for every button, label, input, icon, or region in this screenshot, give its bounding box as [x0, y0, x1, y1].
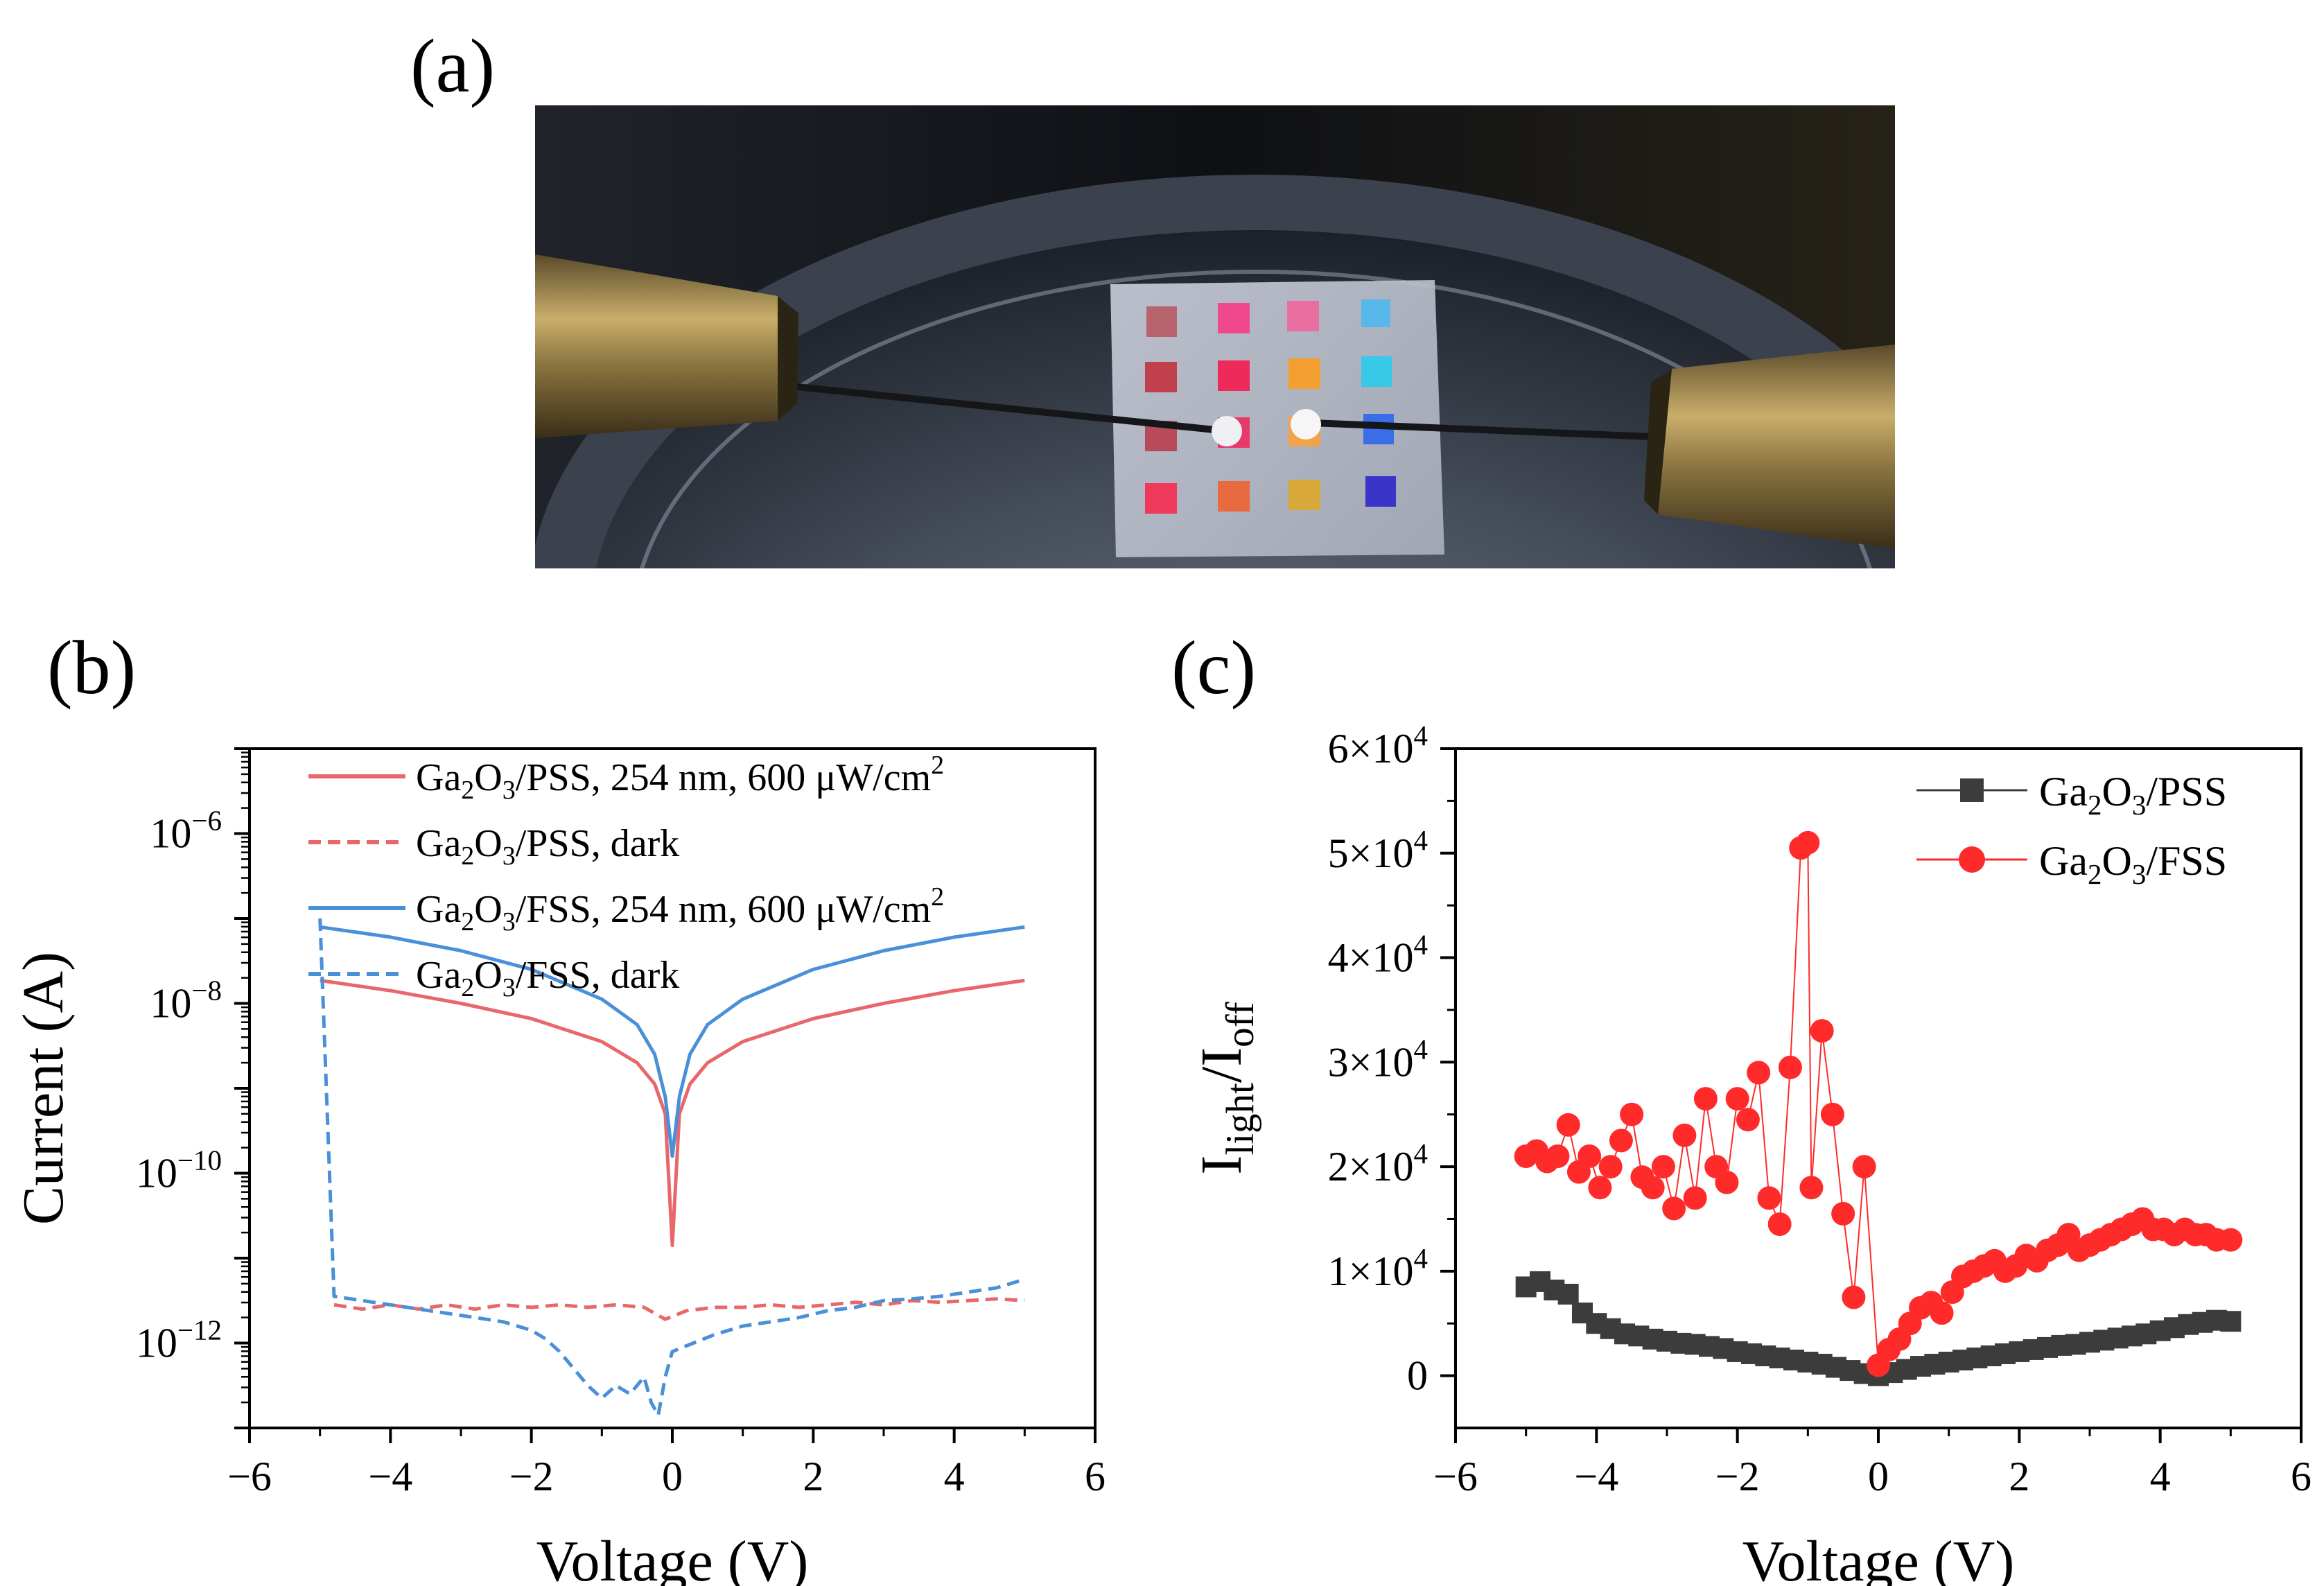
data-point-circle	[1598, 1155, 1623, 1179]
sample-substrate	[1110, 280, 1444, 557]
device-pad	[1361, 299, 1390, 327]
chart-b: −6 −4 −2 0 2 4 6 10−6 10−8 10−10 10−12 Voltage (V) C…	[11, 747, 1106, 1586]
device-pad	[1145, 362, 1177, 392]
legend-marker-circle	[1959, 846, 1985, 873]
data-point-circle	[1831, 1201, 1855, 1226]
series-line-3	[318, 918, 1026, 1418]
data-point-circle	[1662, 1196, 1686, 1221]
data-point-circle	[1767, 1212, 1792, 1236]
device-pad	[1288, 480, 1320, 510]
y-tick-label: 4×104	[1328, 929, 1428, 981]
x-tick-label: 2	[803, 1454, 823, 1499]
device-pad	[1218, 360, 1250, 391]
left-probe-needle	[756, 379, 1229, 435]
data-point-circle	[1736, 1108, 1760, 1132]
device-pad	[1365, 476, 1396, 507]
y-tick-label: 10−6	[150, 805, 222, 857]
legend-entry: Ga2O3/FSS	[2039, 838, 2227, 890]
panel-label-c: (c)	[1171, 625, 1257, 710]
x-tick-label: 6	[2291, 1454, 2312, 1499]
x-tick-label: −4	[1574, 1454, 1618, 1499]
legend-entry: Ga2O3/FSS, 254 nm, 600 μW/cm2	[416, 882, 944, 936]
data-point-square	[1557, 1284, 1579, 1305]
data-point-circle	[1683, 1186, 1707, 1210]
data-point-circle	[1620, 1102, 1644, 1126]
data-point-circle	[1693, 1087, 1718, 1111]
series-line-0	[320, 978, 1025, 1248]
y-tick-label: 10−10	[136, 1144, 222, 1196]
x-tick-label: −6	[1433, 1454, 1478, 1499]
x-tick-label: 2	[2009, 1454, 2029, 1499]
x-tick-label: 4	[2150, 1454, 2171, 1499]
x-tick-label: 0	[662, 1454, 683, 1499]
data-point-circle	[1578, 1144, 1602, 1168]
data-point-circle	[1852, 1155, 1876, 1179]
chart-c: −6 −4 −2 0 2 4 6 0 1×104 2×104 3×104 4×104 5×104 6×10…	[1189, 720, 2312, 1586]
data-point-circle	[1556, 1113, 1580, 1137]
data-point-circle	[1588, 1176, 1612, 1200]
data-point-circle	[1799, 1176, 1824, 1200]
legend-marker-square	[1960, 778, 1984, 802]
legend-entry: Ga2O3/PSS, dark	[416, 822, 679, 871]
device-photo	[535, 105, 1895, 568]
panel-label-a: (a)	[410, 24, 496, 108]
data-point-circle	[1546, 1144, 1570, 1168]
data-point-circle	[2219, 1228, 2243, 1252]
data-point-circle	[1715, 1170, 1739, 1194]
series-line-1	[333, 1297, 1025, 1321]
device-pad	[1287, 301, 1319, 331]
x-tick-label: −6	[227, 1454, 272, 1499]
y-tick-label: 6×104	[1328, 720, 1428, 772]
legend-entry: Ga2O3/FSS, dark	[416, 954, 679, 1002]
x-tick-label: −2	[509, 1454, 554, 1499]
data-point-circle	[1609, 1128, 1633, 1153]
device-pad	[1218, 303, 1250, 333]
data-point-circle	[1641, 1176, 1665, 1200]
panel-label-b: (b)	[47, 625, 137, 710]
data-point-square	[2220, 1311, 2242, 1332]
data-point-circle	[1842, 1285, 1866, 1309]
probe-contact	[1291, 409, 1321, 439]
data-point-circle	[1672, 1123, 1697, 1147]
y-tick-label: 1×104	[1328, 1242, 1428, 1294]
device-pad	[1145, 483, 1177, 514]
data-point-circle	[1757, 1186, 1781, 1210]
x-tick-label: 0	[1868, 1454, 1889, 1499]
left-probe-holder	[535, 254, 798, 438]
device-pad	[1146, 306, 1177, 337]
data-point-circle	[1810, 1019, 1834, 1043]
data-point-circle	[1820, 1102, 1844, 1126]
y-axis-label: Ilight/Ioff	[1189, 1002, 1262, 1174]
data-point-circle	[1930, 1301, 1954, 1325]
x-tick-label: 6	[1085, 1454, 1106, 1499]
device-pad	[1361, 356, 1392, 387]
data-point-circle	[1778, 1055, 1802, 1079]
device-pad	[1218, 481, 1250, 512]
device-pad	[1288, 358, 1320, 389]
y-tick-label: 10−12	[136, 1314, 222, 1366]
right-probe-holder	[1644, 345, 1895, 549]
data-point-circle	[1651, 1155, 1675, 1179]
data-point-circle	[1725, 1087, 1749, 1111]
data-point-circle	[1796, 830, 1820, 855]
y-tick-label: 0	[1407, 1353, 1428, 1399]
x-axis-label: Voltage (V)	[1742, 1529, 2015, 1586]
y-tick-label: 10−8	[150, 975, 222, 1027]
series-line-2	[320, 925, 1025, 1158]
x-axis-label: Voltage (V)	[536, 1529, 809, 1586]
y-axis-label: Current (A)	[11, 952, 76, 1225]
legend-entry: Ga2O3/PSS	[2039, 769, 2227, 821]
data-point-circle	[1747, 1061, 1771, 1085]
right-probe-needle	[1312, 419, 1686, 442]
x-tick-label: 4	[944, 1454, 965, 1499]
y-tick-label: 5×104	[1328, 824, 1428, 876]
probe-contact	[1212, 416, 1242, 446]
y-tick-label: 3×104	[1328, 1033, 1428, 1085]
y-tick-label: 2×104	[1328, 1138, 1428, 1190]
x-tick-label: −4	[368, 1454, 412, 1499]
legend-entry: Ga2O3/PSS, 254 nm, 600 μW/cm2	[416, 751, 944, 805]
x-tick-label: −2	[1715, 1454, 1760, 1499]
